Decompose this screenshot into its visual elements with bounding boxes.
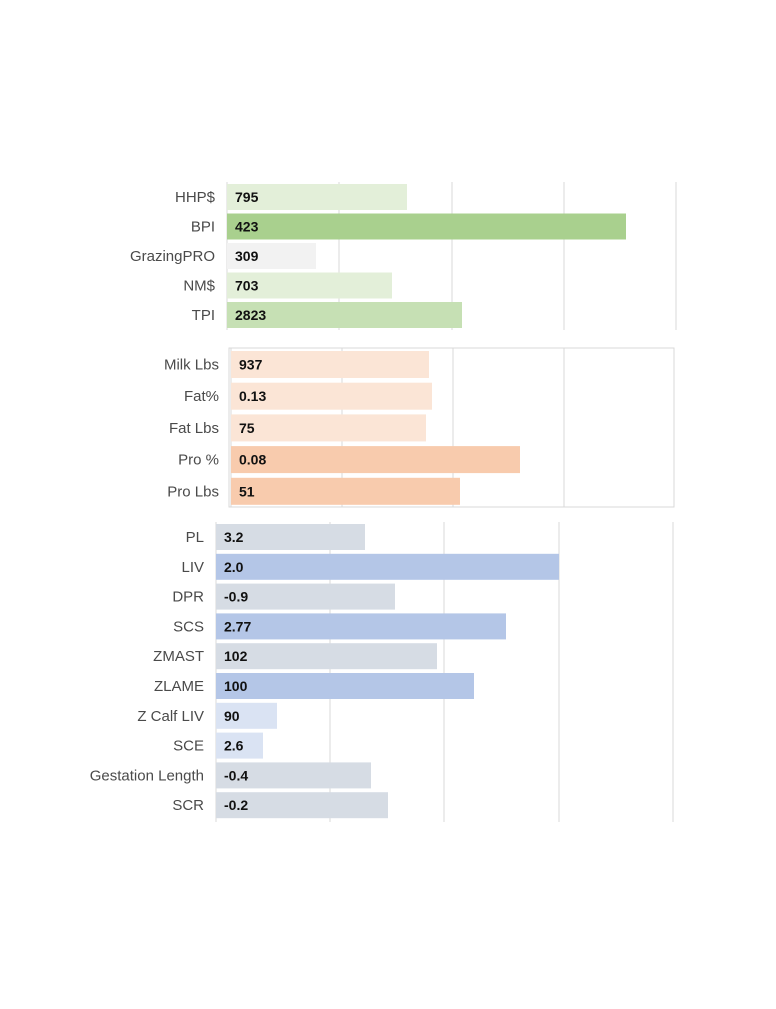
chart-group-3: PL 3.2 LIV 2.0 DPR -0.9 SCS 2.77 ZMAST 102 ZLAME 10… (90, 522, 674, 822)
bar-milk-lbs (231, 351, 429, 378)
category-label-sce: SCE (173, 738, 204, 755)
category-label-pro: Pro % (178, 452, 219, 469)
category-label-liv: LIV (181, 559, 204, 576)
value-label-dpr: -0.9 (224, 589, 248, 605)
value-label-milk-lbs: 937 (239, 357, 263, 373)
category-label-z-calf-liv: Z Calf LIV (137, 708, 204, 725)
chart-group-1: HHP$ 795 BPI 423 GrazingPRO 309 NM$ 703 TPI 2823 (130, 182, 677, 330)
chart-frame (228, 347, 675, 508)
bar-scr (216, 792, 388, 819)
value-label-liv: 2.0 (224, 559, 244, 575)
value-label-pl: 3.2 (224, 529, 244, 545)
bar-scs (216, 613, 506, 640)
bar-pro-lbs (231, 477, 460, 505)
category-label-fat-lbs: Fat Lbs (169, 420, 219, 437)
category-label-dpr: DPR (172, 589, 204, 606)
category-label-scs: SCS (173, 618, 204, 635)
bar-fat-lbs (231, 414, 426, 442)
category-label-pl: PL (186, 529, 204, 546)
bar-pro (231, 446, 520, 474)
value-label-fat-lbs: 75 (239, 420, 255, 436)
value-label-zmast: 102 (224, 648, 248, 664)
bar-gestation-length (216, 762, 371, 789)
bar-hhp (227, 184, 407, 210)
value-label-nm: 703 (235, 278, 259, 294)
category-label-nm: NM$ (183, 278, 215, 295)
category-label-gestation-length: Gestation Length (90, 767, 204, 784)
bar-bpi (227, 213, 626, 240)
category-label-bpi: BPI (191, 219, 215, 236)
category-label-pro-lbs: Pro Lbs (167, 483, 219, 500)
category-label-fat: Fat% (184, 388, 219, 405)
value-label-scr: -0.2 (224, 797, 248, 813)
value-label-gestation-length: -0.4 (224, 767, 248, 783)
bar-zlame (216, 673, 474, 699)
bar-dpr (216, 583, 395, 610)
value-label-fat: 0.13 (239, 388, 266, 404)
value-label-grazingpro: 309 (235, 248, 259, 264)
category-label-scr: SCR (172, 797, 204, 814)
bar-grazingpro (227, 243, 316, 269)
value-label-pro: 0.08 (239, 452, 266, 468)
category-label-tpi: TPI (192, 307, 215, 324)
value-label-sce: 2.6 (224, 738, 244, 754)
bar-sce (216, 732, 263, 759)
chart-group-2: Milk Lbs 937 Fat% 0.13 Fat Lbs 75 Pro % 0.08 Pro… (164, 347, 675, 508)
bar-zmast (216, 643, 437, 670)
bar-tpi (227, 302, 462, 328)
category-label-hhp: HHP$ (175, 189, 216, 206)
bar-liv (216, 553, 559, 580)
value-label-bpi: 423 (235, 219, 259, 235)
value-label-z-calf-liv: 90 (224, 708, 240, 724)
value-label-pro-lbs: 51 (239, 483, 255, 499)
category-label-grazingpro: GrazingPRO (130, 248, 215, 265)
category-label-milk-lbs: Milk Lbs (164, 357, 219, 374)
value-label-zlame: 100 (224, 678, 248, 694)
value-label-scs: 2.77 (224, 618, 251, 634)
value-label-tpi: 2823 (235, 307, 266, 323)
category-label-zmast: ZMAST (153, 648, 204, 665)
category-label-zlame: ZLAME (154, 678, 204, 695)
bar-z-calf-liv (216, 702, 277, 729)
bar-fat (231, 382, 432, 410)
value-label-hhp: 795 (235, 189, 259, 205)
bar-pl (216, 524, 365, 550)
bar-nm (227, 272, 392, 299)
